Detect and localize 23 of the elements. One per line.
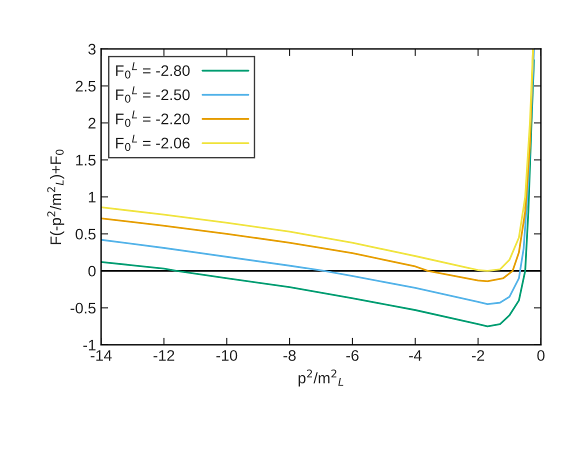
x-tick-label: -4: [409, 350, 422, 361]
legend-label: F$_{0}$$^{L}$ = -2.80: [116, 62, 190, 79]
y-tick-label: 1.5: [76, 154, 96, 166]
x-tick-label: -14: [90, 350, 112, 361]
y-tick-label: 2: [88, 118, 96, 128]
x-tick-label: -2: [472, 350, 484, 361]
y-tick-label: 0: [88, 266, 96, 277]
y-tick-label: -1: [83, 340, 96, 350]
x-tick-label: 0: [537, 350, 545, 361]
x-axis-title: p$^{2}$/m$^{2}$$_{L}$: [298, 369, 344, 386]
y-tick-label: -0.5: [70, 302, 96, 314]
y-tick-label: 3: [88, 44, 96, 55]
x-tick-label: -8: [283, 350, 296, 361]
y-axis-title: F(-p$^{2}$/m$^{2}$$_{L}$)+F$_{0}$: [47, 150, 64, 244]
legend-label: F$_{0}$$^{L}$ = -2.20: [116, 110, 190, 127]
y-tick-label: 2.5: [76, 80, 96, 92]
legend-label: F$_{0}$$^{L}$ = -2.06: [116, 134, 190, 151]
x-tick-label: -10: [216, 350, 238, 361]
x-tick-label: -12: [154, 350, 174, 361]
x-tick-label: -6: [346, 350, 359, 361]
y-tick-label: 1: [88, 192, 96, 202]
legend-label: F$_{0}$$^{L}$ = -2.50: [116, 86, 190, 103]
y-tick-label: 0.5: [76, 228, 96, 240]
